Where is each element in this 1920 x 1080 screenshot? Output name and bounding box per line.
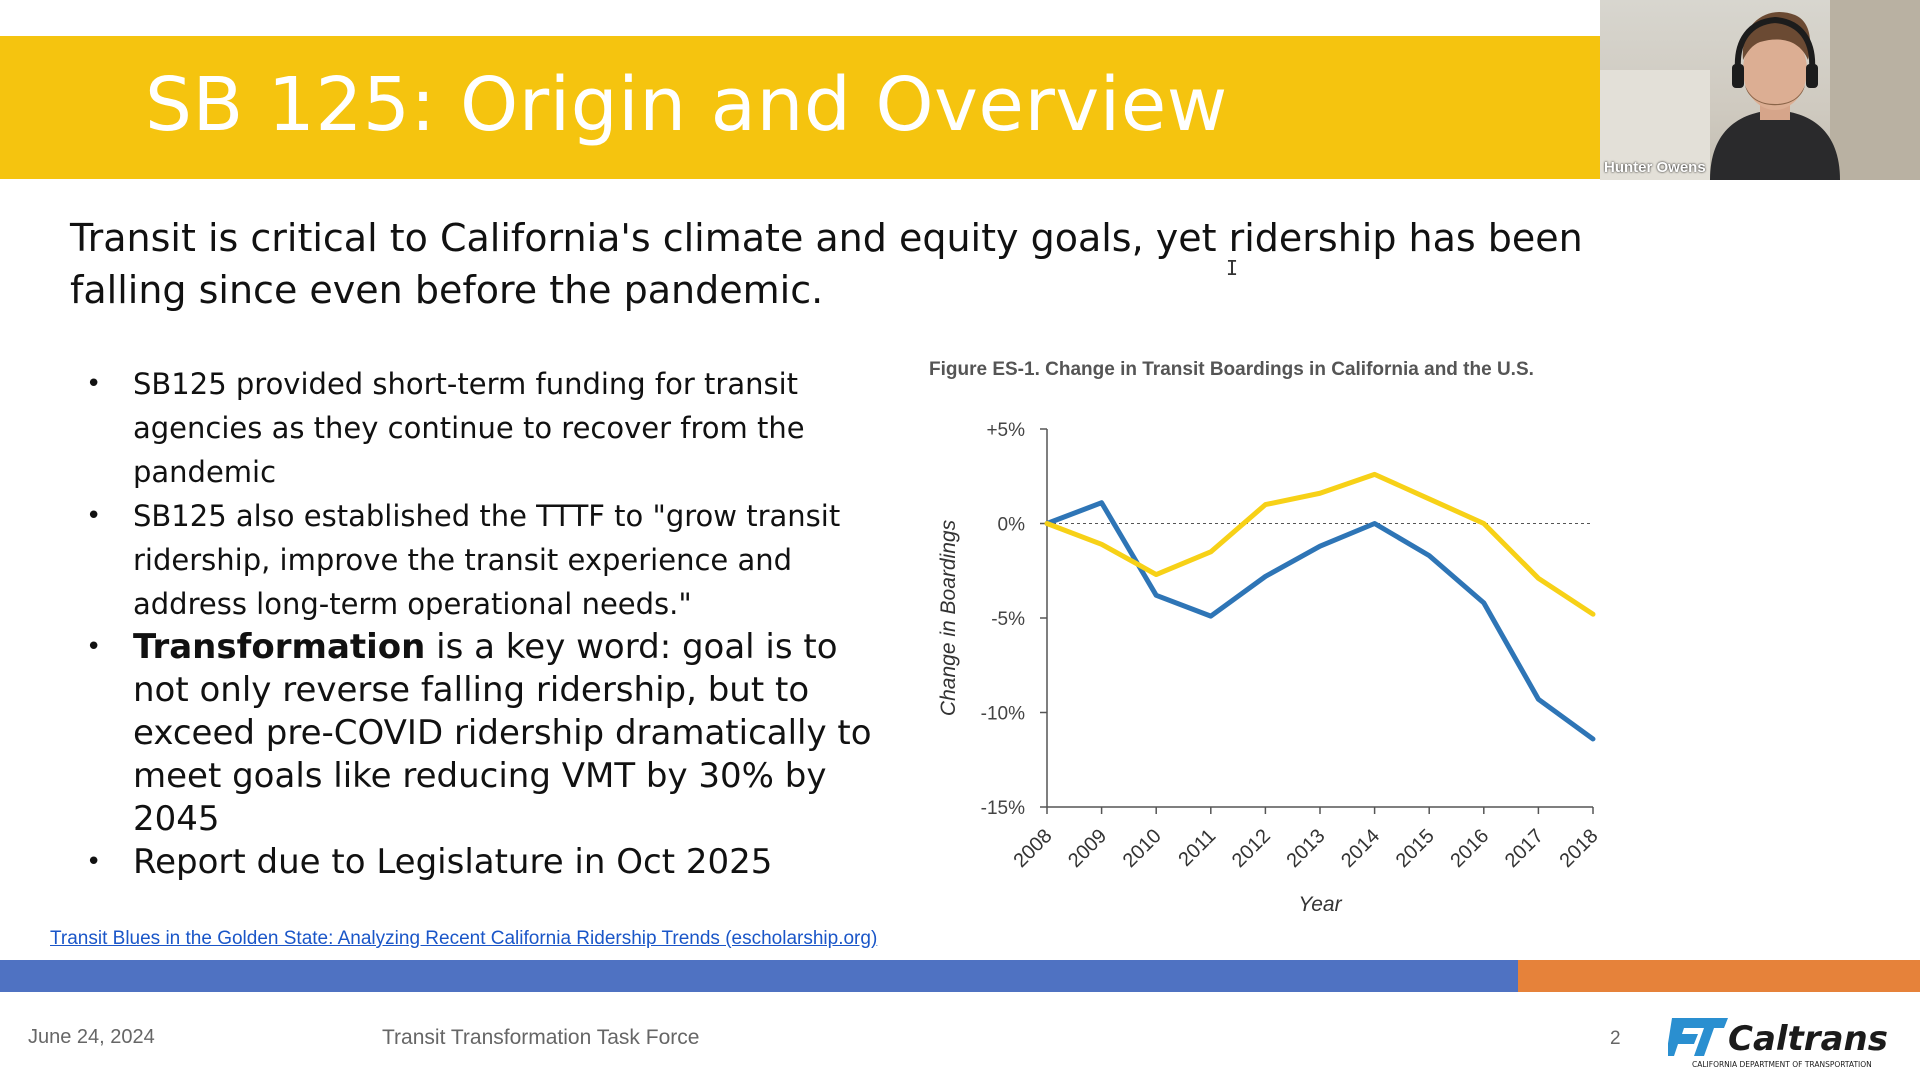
x-tick-label: 2017 <box>1501 825 1548 872</box>
x-tick-label: 2010 <box>1119 825 1166 872</box>
x-tick-label: 2012 <box>1228 825 1275 872</box>
caltrans-logo-subtitle: CALIFORNIA DEPARTMENT OF TRANSPORTATION <box>1692 1060 1872 1069</box>
caltrans-logo: Caltrans CALIFORNIA DEPARTMENT OF TRANSP… <box>1668 1018 1888 1069</box>
chart-svg: +5% 0% -5% -10% -15% 2008 2009 2010 2011 2012 2013… <box>937 420 1842 916</box>
participant-name: Hunter Owens <box>1604 159 1706 176</box>
participant-video[interactable]: Hunter Owens <box>1600 0 1920 180</box>
x-tick-label: 2016 <box>1446 825 1493 872</box>
x-axis-label: Year <box>1298 893 1342 916</box>
bullet-bold-text: Transformation <box>133 627 426 667</box>
footer-date: June 24, 2024 <box>28 1026 155 1048</box>
caltrans-logo-text: Caltrans <box>1728 1019 1888 1059</box>
bullet-dot: • <box>86 501 102 531</box>
bullet-dot: • <box>86 847 102 877</box>
bullet-dot: • <box>86 369 102 399</box>
ridership-chart: Figure ES-1. Change in Transit Boardings… <box>925 355 1842 935</box>
caltrans-logo-mark <box>1668 1018 1728 1056</box>
video-background-door <box>1830 0 1920 180</box>
x-tick-label: 2018 <box>1556 825 1603 872</box>
x-tick-label: 2013 <box>1283 825 1330 872</box>
page-number: 2 <box>1610 1028 1621 1049</box>
text-cursor-icon: I <box>1226 256 1239 280</box>
footer-title: Transit Transformation Task Force <box>382 1026 700 1049</box>
x-tick-label: 2009 <box>1064 825 1111 872</box>
bullet-item: • SB125 provided short-term funding for … <box>80 362 900 494</box>
bullet-item: • Report due to Legislature in Oct 2025 <box>80 841 900 884</box>
x-tick-label: 2014 <box>1337 825 1384 872</box>
slide-headline: Transit is critical to California's clim… <box>70 216 1583 312</box>
y-tick-label: -5% <box>991 609 1025 630</box>
title-bar <box>0 36 1600 179</box>
slide-title: SB 125: Origin and Overview <box>145 62 1228 148</box>
footer-band-orange <box>1518 960 1920 992</box>
participant-avatar <box>1710 12 1840 180</box>
y-tick-label: 0% <box>998 515 1026 536</box>
source-link[interactable]: Transit Blues in the Golden State: Analy… <box>50 928 878 949</box>
footer-band-blue <box>0 960 1518 992</box>
x-tick-label: 2011 <box>1174 825 1220 871</box>
y-tick-label: -10% <box>981 704 1025 725</box>
y-tick-label: +5% <box>986 420 1025 441</box>
bullet-dot: • <box>86 632 102 662</box>
bullet-list: • SB125 provided short-term funding for … <box>80 362 900 884</box>
bullet-text: SB125 provided short-term funding for tr… <box>133 367 805 489</box>
bullet-text: Report due to Legislature in Oct 2025 <box>133 842 773 882</box>
bullet-item: • SB125 also established the TTTF to "gr… <box>80 494 900 626</box>
y-axis-label: Change in Boardings <box>937 519 960 716</box>
bullet-text: SB125 also established the TTTF to "grow… <box>133 499 841 621</box>
bullet-item: • Transformation is a key word: goal is … <box>80 626 900 841</box>
x-tick-label: 2008 <box>1010 825 1057 872</box>
video-background-shelf <box>1600 70 1710 180</box>
series-line-california <box>1044 500 1596 742</box>
series-line-u-s <box>1044 471 1596 617</box>
bullet-text: is a key word: goal is to not only rever… <box>133 627 872 839</box>
x-tick-label: 2015 <box>1392 825 1439 872</box>
y-tick-label: -15% <box>981 798 1025 819</box>
chart-title: Figure ES-1. Change in Transit Boardings… <box>929 359 1534 380</box>
